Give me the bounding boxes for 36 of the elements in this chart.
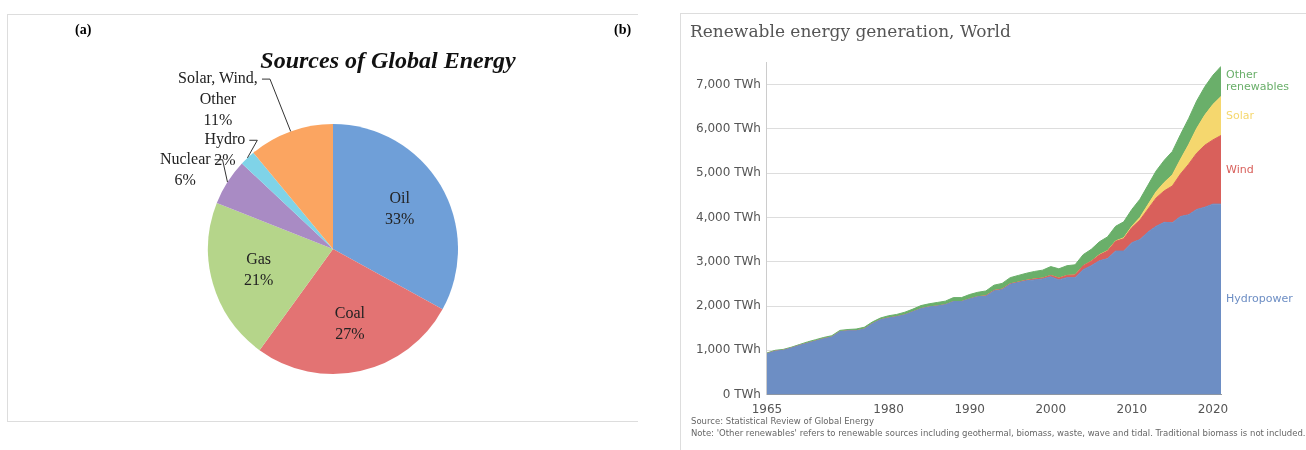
data-label: 33%: [385, 210, 415, 228]
y-tick-label: 5,000 TWh: [696, 165, 761, 180]
data-label: 6%: [174, 170, 196, 188]
data-label: 27%: [335, 325, 365, 343]
slice-label: Coal: [334, 304, 366, 322]
x-tick-label: 2010: [1116, 401, 1148, 416]
y-tick-label: 0 TWh: [722, 386, 761, 401]
text: Note: 'Other renewables' refers to renewable sources including geothermal, biomass, waste, wave and tidal. Traditional biomass is not included.: [691, 428, 1306, 439]
x-tick-label: 1965: [751, 401, 783, 416]
x-tick-label: 2000: [1035, 401, 1067, 416]
slice-label: Solar, Wind, Other: [178, 69, 258, 108]
slice-label: Oil: [389, 189, 411, 207]
y-tick-label: 6,000 TWh: [696, 120, 761, 135]
y-tick-label: 1,000 TWh: [696, 342, 761, 357]
y-tick-label: 7,000 TWh: [696, 76, 761, 91]
series-label: Other renewables: [1226, 68, 1290, 94]
slice-label: Nuclear: [159, 149, 212, 167]
chart-title: Sources of Global Energy: [260, 47, 517, 74]
text: (a): [75, 21, 92, 38]
series-label: Wind: [1226, 162, 1254, 176]
series-label: Solar: [1226, 108, 1255, 122]
y-tick-label: 2,000 TWh: [696, 298, 761, 313]
data-label: 11%: [203, 111, 233, 129]
series-label: Hydropower: [1226, 292, 1294, 306]
y-tick-label: 4,000 TWh: [696, 209, 761, 224]
x-tick-label: 2020: [1197, 401, 1229, 416]
slice-label: Gas: [246, 250, 272, 268]
x-tick-label: 1990: [954, 401, 985, 416]
text: (b): [614, 21, 632, 38]
slice-label: Hydro: [204, 130, 246, 149]
chart-title: Renewable energy generation, World: [690, 20, 1012, 41]
data-label: 21%: [243, 271, 274, 289]
x-tick-label: 1980: [873, 401, 904, 416]
source-note: Source: Statistical Review of Global Energy: [691, 416, 874, 427]
y-tick-label: 3,000 TWh: [696, 253, 761, 268]
data-label: 2%: [214, 151, 236, 169]
